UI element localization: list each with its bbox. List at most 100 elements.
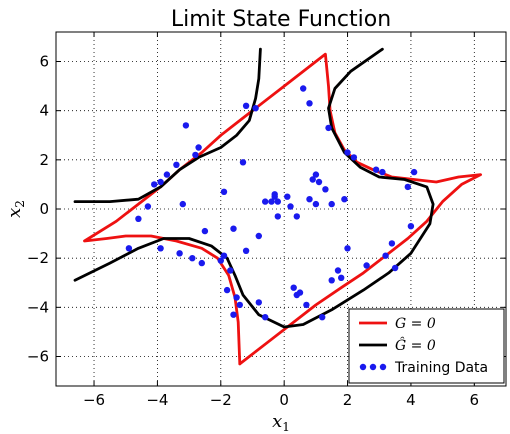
- training-data-point: [176, 250, 183, 257]
- training-data-point: [262, 198, 269, 205]
- training-data-point: [252, 105, 259, 112]
- x-tick-label: 4: [406, 391, 416, 409]
- x-axis-label: x1: [272, 411, 290, 434]
- training-data-point: [309, 176, 316, 183]
- training-data-point: [220, 252, 228, 259]
- training-data-point: [328, 277, 335, 284]
- training-data-point: [268, 198, 275, 205]
- training-data-point: [125, 245, 133, 252]
- training-data-point: [144, 203, 152, 210]
- legend-scatter-swatch: [369, 363, 377, 371]
- training-data-point: [223, 286, 231, 294]
- training-data-point: [198, 259, 205, 267]
- training-data-point: [300, 85, 307, 92]
- y-tick-label: −4: [27, 298, 49, 316]
- training-data-point: [271, 191, 278, 198]
- training-data-point: [287, 203, 294, 210]
- training-data-point: [135, 215, 142, 222]
- legend-scatter-swatch: [379, 363, 387, 371]
- training-data-point: [220, 188, 228, 195]
- g-hat-zero-curve: [73, 47, 262, 203]
- training-data-point: [157, 245, 164, 252]
- training-data-point: [290, 284, 297, 291]
- training-data-point: [407, 223, 415, 230]
- training-data-point: [179, 200, 186, 208]
- x-axis-label-main: x: [272, 411, 282, 432]
- series-layer: [73, 47, 482, 366]
- training-data-point: [334, 267, 342, 274]
- training-data-point: [284, 193, 291, 200]
- training-data-point: [151, 181, 158, 188]
- training-data-point: [391, 264, 399, 272]
- legend: G = 0 Ĝ = 0 Training Data: [348, 308, 505, 384]
- scatter-layer: [125, 85, 418, 321]
- training-data-point: [350, 154, 358, 161]
- legend-scatter-swatch: [359, 363, 367, 371]
- training-data-point: [201, 227, 209, 235]
- training-data-point: [242, 247, 250, 254]
- training-data-point: [242, 102, 250, 110]
- training-data-point: [236, 301, 243, 309]
- training-data-point: [189, 255, 196, 262]
- training-data-point: [192, 151, 199, 159]
- training-data-point: [372, 166, 380, 173]
- legend-label: Ĝ = 0: [395, 336, 436, 354]
- training-data-point: [312, 200, 320, 208]
- training-data-point: [322, 186, 329, 193]
- training-data-point: [325, 124, 332, 132]
- g-hat-zero-curve: [73, 47, 435, 329]
- training-data-point: [173, 161, 180, 168]
- g-zero-curve: [83, 52, 482, 366]
- y-axis-label-main: x: [4, 208, 25, 218]
- training-data-point: [157, 178, 164, 186]
- x-tick-label: −2: [210, 391, 232, 409]
- training-data-point: [217, 257, 224, 264]
- x-axis-label-sub: 1: [282, 420, 290, 434]
- training-data-point: [230, 311, 237, 318]
- training-data-point: [274, 198, 281, 205]
- legend-label: Training Data: [394, 360, 488, 376]
- training-data-point: [319, 314, 326, 321]
- training-data-point: [296, 289, 304, 296]
- y-tick-label: 0: [39, 200, 49, 218]
- training-data-point: [182, 122, 190, 129]
- training-data-point: [255, 232, 262, 240]
- training-data-point: [303, 301, 310, 309]
- training-data-point: [404, 183, 411, 191]
- y-tick-label: −2: [27, 249, 49, 267]
- training-data-point: [230, 225, 237, 232]
- training-data-point: [274, 213, 281, 220]
- legend-label: G = 0: [395, 316, 436, 332]
- x-tick-label: −4: [146, 391, 168, 409]
- training-data-point: [306, 196, 313, 203]
- training-data-point: [293, 213, 300, 220]
- grid-lines: [56, 32, 506, 386]
- y-tick-label: 2: [39, 151, 49, 169]
- training-data-point: [341, 196, 348, 203]
- training-data-point: [312, 171, 320, 178]
- training-data-point: [344, 245, 351, 252]
- training-data-point: [227, 267, 234, 274]
- training-data-point: [255, 299, 262, 306]
- y-axis-label-sub: 2: [13, 200, 27, 208]
- chart-title: Limit State Function: [171, 7, 391, 32]
- y-tick-label: −6: [27, 348, 49, 366]
- training-data-point: [195, 144, 202, 151]
- training-data-point: [163, 171, 171, 178]
- training-data-point: [315, 178, 323, 186]
- training-data-point: [233, 294, 240, 301]
- training-data-point: [363, 262, 370, 269]
- training-data-point: [344, 149, 351, 156]
- training-data-point: [239, 159, 247, 166]
- x-tick-label: 2: [343, 391, 353, 409]
- training-data-point: [328, 200, 335, 208]
- training-data-point: [262, 314, 269, 321]
- training-data-point: [388, 240, 396, 247]
- x-tick-label: 6: [470, 391, 480, 409]
- y-tick-label: 4: [39, 102, 49, 120]
- training-data-point: [410, 168, 418, 176]
- training-data-point: [379, 168, 386, 176]
- training-data-point: [306, 100, 313, 107]
- x-tick-label: 0: [279, 391, 289, 409]
